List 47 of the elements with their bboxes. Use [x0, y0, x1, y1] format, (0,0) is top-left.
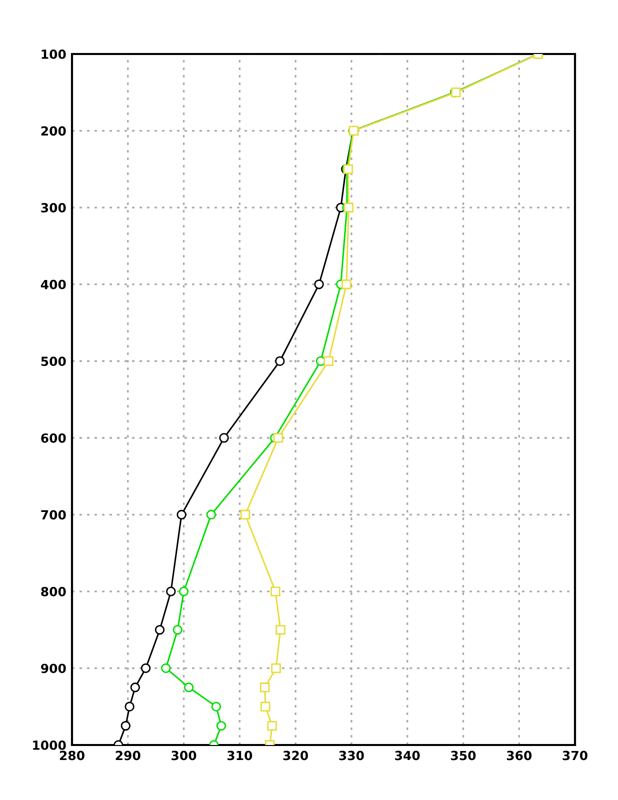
- y-tick-label: 400: [40, 280, 66, 290]
- x-tick-label: 360: [506, 750, 532, 760]
- y-tick-label: 500: [41, 356, 66, 366]
- point: [270, 586, 280, 596]
- point: [130, 682, 140, 692]
- point: [324, 356, 334, 366]
- point: [161, 663, 171, 674]
- point: [178, 586, 189, 596]
- y-tick-label: 1000: [33, 740, 66, 750]
- point: [273, 433, 284, 443]
- point: [166, 586, 176, 596]
- y-tick-label: 100: [42, 49, 66, 59]
- point: [275, 356, 285, 366]
- point: [216, 720, 226, 731]
- point: [184, 682, 194, 692]
- x-tick-label: 290: [116, 750, 140, 760]
- point: [211, 702, 222, 712]
- y-tick-label: 700: [41, 510, 66, 520]
- x-tick-label: 320: [283, 750, 308, 760]
- point: [276, 624, 286, 635]
- point: [206, 510, 216, 520]
- x-tick-label: 300: [172, 750, 196, 760]
- point: [267, 720, 277, 731]
- point: [342, 279, 352, 290]
- point: [124, 702, 134, 712]
- y-tick-label: 600: [41, 433, 66, 443]
- point: [219, 433, 229, 443]
- x-tick-label: 340: [395, 750, 420, 760]
- point: [172, 624, 182, 635]
- point: [120, 720, 131, 731]
- x-tick-label: 330: [339, 750, 364, 760]
- x-tick-label: 310: [227, 750, 252, 760]
- y-tick-label: 800: [41, 586, 66, 596]
- x-tick-label: 280: [60, 750, 84, 760]
- y-tick-label: 300: [41, 203, 66, 212]
- x-tick-label: 370: [562, 750, 588, 760]
- point: [271, 663, 281, 674]
- y-tick-label: 900: [41, 664, 66, 674]
- point: [314, 279, 324, 290]
- point: [176, 510, 186, 520]
- y-tick-label: 200: [41, 126, 66, 136]
- x-tick-label: 350: [451, 750, 476, 760]
- point: [260, 702, 270, 712]
- point: [154, 624, 165, 635]
- point: [240, 510, 250, 520]
- point: [260, 682, 270, 692]
- point: [140, 663, 151, 674]
